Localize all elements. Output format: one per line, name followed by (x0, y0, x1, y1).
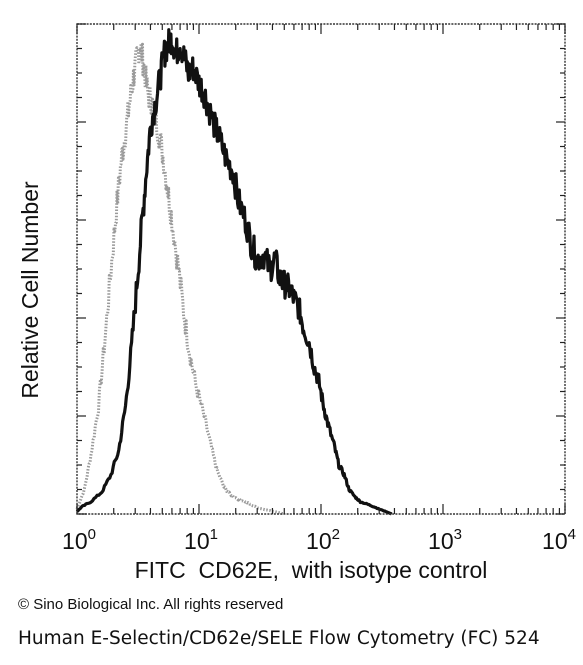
x-tick-label-base: 10 (184, 528, 210, 554)
x-tick-label-base: 10 (428, 528, 454, 554)
x-tick-label: 100 (62, 526, 96, 554)
series-line-isotype-control (75, 42, 285, 516)
x-tick-label-base: 10 (306, 528, 332, 554)
x-tick-label: 101 (184, 526, 218, 554)
x-tick-label-exponent: 4 (568, 526, 576, 543)
x-tick-label-base: 10 (62, 528, 88, 554)
y-axis-label: Relative Cell Number (17, 181, 43, 399)
figure-caption: Human E-Selectin/CD62e/SELE Flow Cytomet… (18, 628, 540, 649)
series-line-cd62e (75, 28, 393, 516)
x-tick-label-exponent: 0 (88, 526, 96, 543)
x-tick-label-exponent: 2 (332, 526, 340, 543)
x-tick-label: 104 (542, 526, 576, 554)
x-tick-label-base: 10 (542, 528, 568, 554)
x-tick-label: 102 (306, 526, 340, 554)
x-tick-label-exponent: 1 (210, 526, 218, 543)
x-axis-label: FITC CD62E, with isotype control (135, 557, 488, 583)
x-tick-label: 103 (428, 526, 462, 554)
copyright-notice: © Sino Biological Inc. All rights reserv… (18, 596, 284, 613)
x-tick-label-exponent: 3 (454, 526, 462, 543)
